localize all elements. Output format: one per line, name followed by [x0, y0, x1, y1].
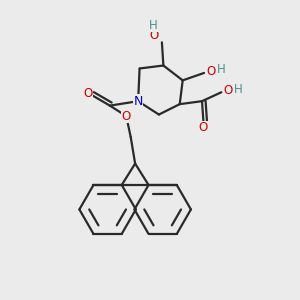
- Text: H: H: [234, 83, 243, 96]
- Text: H: H: [149, 19, 158, 32]
- Text: N: N: [134, 95, 143, 108]
- Text: O: O: [149, 29, 158, 42]
- Text: O: O: [223, 84, 232, 97]
- Text: O: O: [206, 65, 215, 78]
- Text: O: O: [199, 122, 208, 134]
- Text: H: H: [217, 64, 226, 76]
- Text: O: O: [83, 87, 92, 100]
- Text: O: O: [122, 110, 131, 122]
